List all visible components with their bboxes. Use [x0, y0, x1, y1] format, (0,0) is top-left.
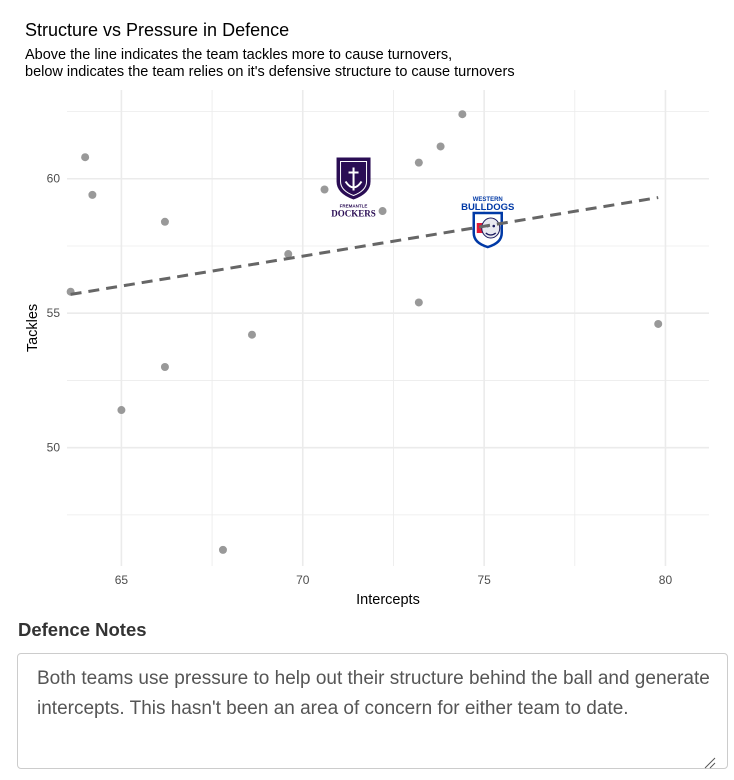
data-point	[284, 250, 293, 259]
notes-heading: Defence Notes	[18, 619, 147, 640]
anchor-icon	[344, 167, 363, 191]
scatter-plot: 65 70 75 80 50 55 60 Intercepts Tackles FREMANTLE…	[25, 90, 709, 608]
data-point	[458, 110, 467, 119]
data-point	[378, 207, 387, 216]
bulldog-eye-icon	[492, 224, 496, 228]
dockers-text-main: DOCKERS	[331, 209, 376, 219]
x-tick-label: 75	[477, 573, 491, 587]
x-axis-label: Intercepts	[356, 592, 420, 608]
data-point	[81, 153, 90, 162]
data-point	[160, 217, 169, 226]
chart-subtitle-line-2: below indicates the team relies on it's …	[25, 64, 515, 80]
bulldog-mouth-icon	[485, 232, 497, 236]
data-point	[320, 185, 329, 194]
data-point	[436, 142, 445, 151]
chart-area: Structure vs Pressure in Defence Above t…	[25, 20, 709, 608]
data-point	[654, 319, 663, 328]
y-tick-label: 55	[47, 306, 61, 320]
x-tick-label: 65	[115, 573, 129, 587]
data-point	[218, 545, 227, 554]
data-point	[414, 158, 423, 167]
dockers-text-top: FREMANTLE	[340, 204, 368, 209]
data-point	[88, 190, 97, 199]
y-tick-label: 60	[47, 172, 61, 186]
bulldogs-text-top: WESTERN	[473, 197, 503, 203]
x-tick-label: 80	[659, 573, 673, 587]
data-point	[247, 330, 256, 339]
data-point	[160, 362, 169, 371]
notes-textarea[interactable]: Both teams use pressure to help out thei…	[17, 653, 728, 769]
chart-subtitle: Above the line indicates the team tackle…	[25, 47, 515, 81]
data-point	[414, 298, 423, 307]
dockers-shield-border	[340, 161, 368, 197]
x-tick-label: 70	[296, 573, 310, 587]
chart-subtitle-line-1: Above the line indicates the team tackle…	[25, 47, 453, 63]
trend-line	[70, 196, 659, 296]
resize-handle-icon[interactable]	[702, 755, 716, 769]
data-point	[117, 406, 126, 415]
chart-title: Structure vs Pressure in Defence	[25, 20, 290, 40]
bulldogs-text-main: BULLDOGS	[461, 202, 514, 213]
y-axis-label: Tackles	[25, 304, 41, 352]
y-tick-label: 50	[47, 441, 61, 455]
